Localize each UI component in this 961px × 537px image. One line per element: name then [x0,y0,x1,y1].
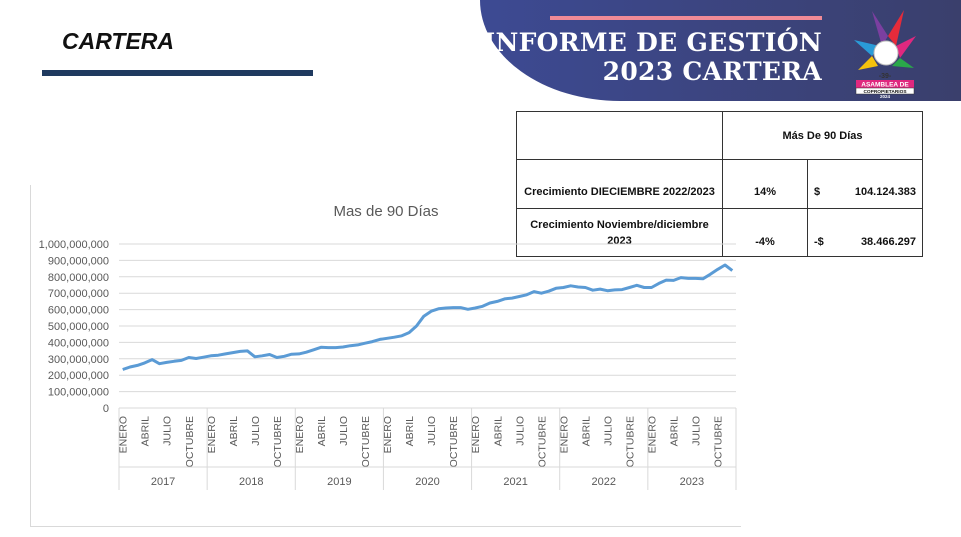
y-tick-label: 0 [103,403,109,415]
x-month-label: ENERO [382,416,394,453]
x-month-label: ABRIL [316,416,328,447]
year-label: 2023 [680,476,704,488]
y-tick-label: 300,000,000 [48,354,109,366]
y-tick-label: 500,000,000 [48,321,109,333]
x-month-label: ABRIL [404,416,416,447]
row-amount: 38.466.297 [860,236,916,248]
x-month-label: JULIO [338,416,350,446]
x-month-label: ENERO [294,416,306,453]
series-line [122,263,734,371]
x-month-label: ENERO [470,416,482,453]
table-row: Crecimiento Noviembre/diciembre 2023 -4%… [516,208,923,257]
svg-text:COPROPIETARIOS: COPROPIETARIOS [863,89,907,95]
y-tick-label: 400,000,000 [48,337,109,349]
chart-container: Mas de 90 Días 0 100,000,000 200,000,000 30… [30,185,741,527]
y-tick-label: 700,000,000 [48,288,109,300]
y-tick-label: 200,000,000 [48,370,109,382]
x-month-label: JULIO [602,416,614,446]
section-underline [42,70,313,76]
x-month-label: OCTUBRE [184,416,196,467]
x-month-label: OCTUBRE [272,416,284,467]
svg-text:ASAMBLEA DE: ASAMBLEA DE [861,82,909,89]
x-month-label: OCTUBRE [448,416,460,467]
table-row: Crecimiento DIECIEMBRE 2022/2023 14% $10… [516,159,923,209]
row-label: Crecimiento Noviembre/diciembre 2023 [516,208,723,257]
y-tick-label: 100,000,000 [48,387,109,399]
accent-line [550,16,822,20]
x-month-label: ABRIL [492,416,504,447]
row-amount-cell: -$ 38.466.297 [807,208,923,257]
y-tick-label: 1,000,000,000 [39,239,109,251]
y-tick-label: 600,000,000 [48,305,109,317]
y-tick-label: 900,000,000 [48,255,109,267]
svg-text:2024: 2024 [880,94,891,98]
year-label: 2022 [592,476,616,488]
title-line-2: 2023 CARTERA [602,57,822,86]
x-month-label: ABRIL [140,416,152,447]
x-month-label: JULIO [162,416,174,446]
section-title: CARTERA [62,28,175,54]
empty-header-cell [516,111,723,160]
title-line-1: INFORME DE GESTIÓN [483,28,822,57]
row-percent: -4% [722,208,808,257]
year-label: 2017 [151,476,175,488]
x-month-label: ENERO [206,416,218,453]
x-month-label: OCTUBRE [624,416,636,467]
growth-table: Más De 90 Días Crecimiento DIECIEMBRE 20… [516,111,923,257]
x-month-label: OCTUBRE [713,416,725,467]
x-month-label: JULIO [250,416,262,446]
y-tick-label: 800,000,000 [48,272,109,284]
x-month-label: OCTUBRE [536,416,548,467]
svg-text:-39-: -39- [879,73,892,80]
currency-sign: -$ [814,236,824,248]
currency-sign: $ [814,186,821,198]
year-label: 2021 [503,476,527,488]
year-label: 2019 [327,476,351,488]
chart-title: Mas de 90 Días [333,203,438,220]
x-month-label: OCTUBRE [360,416,372,467]
assembly-logo: -39- ASAMBLEA DE COPROPIETARIOS 2024 [854,10,916,98]
x-month-label: ENERO [118,416,130,453]
x-month-label: ABRIL [669,416,681,447]
year-label: 2020 [415,476,439,488]
x-month-label: ABRIL [580,416,592,447]
x-month-label: JULIO [514,416,526,446]
x-month-label: ABRIL [228,416,240,447]
x-month-label: ENERO [558,416,570,453]
x-month-label: JULIO [691,416,703,446]
row-amount-cell: $104.124.383 [807,159,923,209]
x-month-label: JULIO [426,416,438,446]
year-label: 2018 [239,476,263,488]
x-month-label: ENERO [647,416,659,453]
row-percent: 14% [722,159,808,209]
line-chart: Mas de 90 Días 0 100,000,000 200,000,000 30… [39,203,737,490]
table-header: Más De 90 Días [722,111,923,160]
report-title: INFORME DE GESTIÓN 2023 CARTERA [483,28,822,86]
row-amount: 104.124.383 [854,186,916,198]
